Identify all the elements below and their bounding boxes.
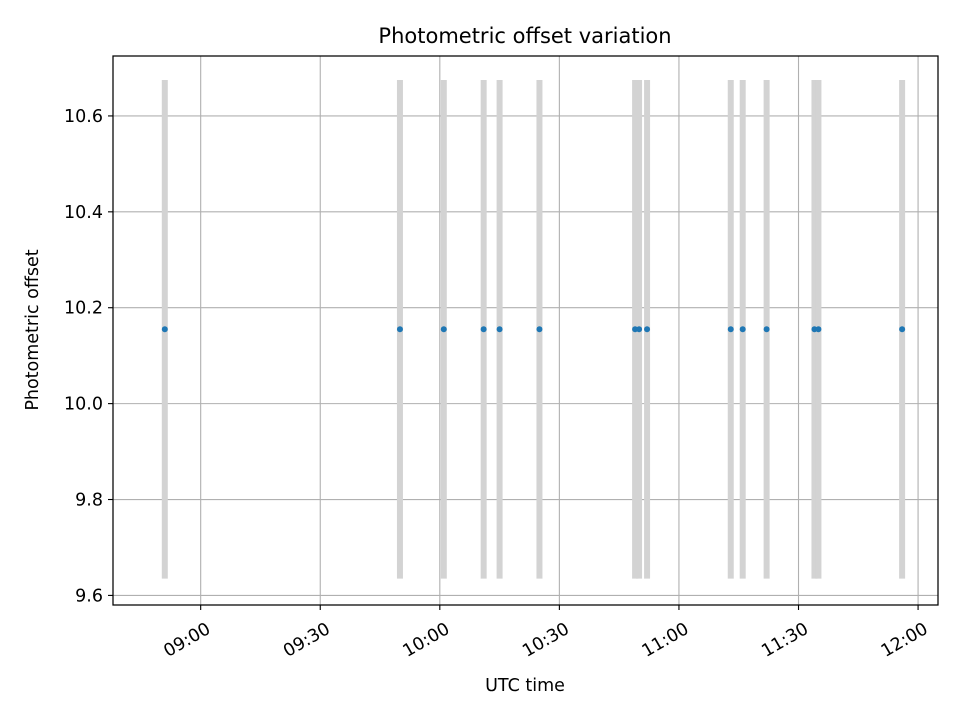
data-point [480, 326, 487, 333]
data-point [763, 326, 770, 333]
chart-title: Photometric offset variation [378, 24, 671, 48]
data-point [440, 326, 447, 333]
y-axis-label: Photometric offset [23, 249, 43, 410]
x-tick-label: 09:00 [161, 619, 215, 662]
data-point [899, 326, 906, 333]
x-tick-label: 11:30 [758, 619, 812, 662]
data-point [815, 326, 822, 333]
grid [113, 56, 938, 605]
y-tick-label: 9.6 [75, 586, 103, 606]
y-tick-label: 10.0 [64, 395, 103, 415]
x-tick-label: 12:00 [878, 619, 932, 662]
y-tick-label: 9.8 [75, 491, 103, 511]
data-point [161, 326, 168, 333]
y-tick-label: 10.4 [64, 203, 103, 223]
x-tick-label: 10:00 [400, 619, 454, 662]
data-point [536, 326, 543, 333]
y-tick-label: 10.2 [64, 299, 103, 319]
data-point [644, 326, 651, 333]
data-point [727, 326, 734, 333]
x-tick-label: 11:00 [639, 619, 693, 662]
x-tick-label: 10:30 [519, 619, 573, 662]
x-axis-label: UTC time [485, 676, 565, 696]
plot-background [113, 56, 938, 605]
data-point [739, 326, 746, 333]
data-point [396, 326, 403, 333]
data-points [161, 326, 906, 333]
y-tick-label: 10.6 [64, 107, 103, 127]
data-point [636, 326, 643, 333]
data-point [496, 326, 503, 333]
x-tick-label: 09:30 [280, 619, 334, 662]
y-axis: 9.6 9.8 10.0 10.2 10.4 10.6 [64, 107, 113, 606]
x-axis: 09:00 09:30 10:00 10:30 11:00 11:30 12:00 [161, 605, 932, 662]
plot-frame [112, 55, 939, 606]
